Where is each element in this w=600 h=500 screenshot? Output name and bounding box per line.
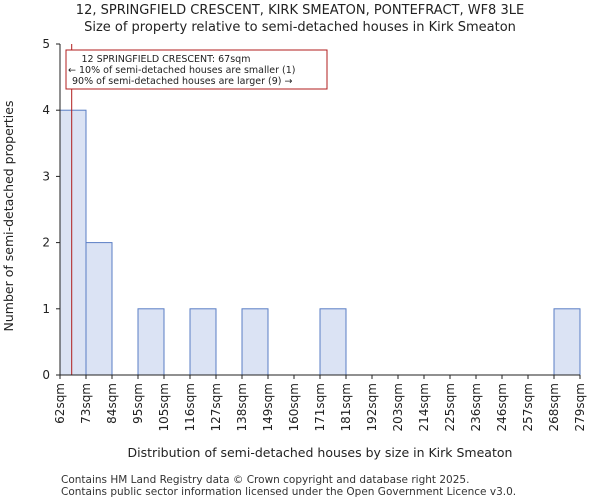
y-tick-label: 5 xyxy=(42,37,50,51)
bar-268sqm xyxy=(553,308,581,376)
x-tick-label: 181sqm xyxy=(339,383,353,431)
chart-title-line2: Size of property relative to semi-detach… xyxy=(84,20,516,35)
x-tick-label: 268sqm xyxy=(547,383,561,431)
bar-138sqm xyxy=(241,308,269,376)
y-tick-label: 0 xyxy=(42,368,50,382)
footer-licence: Contains public sector information licen… xyxy=(61,486,517,498)
x-tick-label: 279sqm xyxy=(573,383,587,431)
y-tick-label: 4 xyxy=(42,103,50,117)
x-tick-label: 257sqm xyxy=(521,383,535,431)
annotation-line2: ← 10% of semi-detached houses are smalle… xyxy=(68,65,296,76)
y-tick-label: 3 xyxy=(42,169,50,183)
annotation-box: 12 SPRINGFIELD CRESCENT: 67sqm ← 10% of … xyxy=(65,49,328,90)
x-tick-label: 138sqm xyxy=(235,383,249,431)
bar-171sqm xyxy=(319,308,347,376)
x-tick-label: 236sqm xyxy=(469,383,483,431)
x-tick-label: 105sqm xyxy=(157,383,171,431)
x-tick-label: 214sqm xyxy=(417,383,431,431)
x-axis-label: Distribution of semi-detached houses by … xyxy=(128,445,513,460)
x-tick-label: 149sqm xyxy=(261,383,275,431)
x-tick-label: 246sqm xyxy=(495,383,509,431)
x-tick-label: 203sqm xyxy=(391,383,405,431)
footer-copyright: Contains HM Land Registry data © Crown c… xyxy=(61,474,470,486)
x-tick-label: 84sqm xyxy=(105,383,119,424)
bar-73sqm xyxy=(85,242,113,376)
bar-62sqm xyxy=(59,109,87,376)
x-tick-label: 95sqm xyxy=(131,383,145,424)
bar-95sqm xyxy=(137,308,165,376)
x-tick-label: 160sqm xyxy=(287,383,301,431)
annotation-line1: 12 SPRINGFIELD CRESCENT: 67sqm xyxy=(82,54,251,65)
bar-116sqm xyxy=(189,308,217,376)
y-tick-label: 1 xyxy=(42,302,50,316)
x-tick-label: 192sqm xyxy=(365,383,379,431)
x-tick-label: 171sqm xyxy=(313,383,327,431)
x-tick-label: 73sqm xyxy=(79,383,93,424)
annotation-line3: 90% of semi-detached houses are larger (… xyxy=(72,76,292,87)
chart-title-line1: 12, SPRINGFIELD CRESCENT, KIRK SMEATON, … xyxy=(75,3,525,18)
x-tick-label: 225sqm xyxy=(443,383,457,431)
x-tick-label: 116sqm xyxy=(183,383,197,431)
x-tick-label: 62sqm xyxy=(53,383,67,424)
x-tick-label: 127sqm xyxy=(209,383,223,431)
y-axis-label: Number of semi-detached properties xyxy=(1,101,16,332)
y-tick-label: 2 xyxy=(42,236,50,250)
